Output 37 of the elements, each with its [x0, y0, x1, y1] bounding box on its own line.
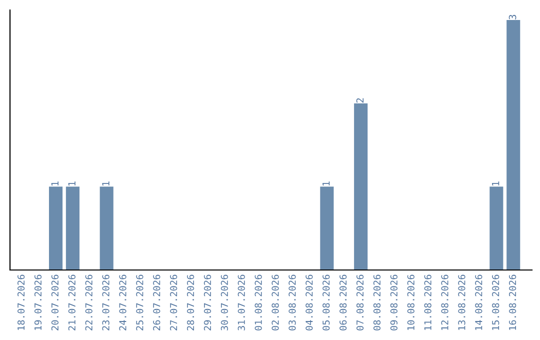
- x-tick-label: 12.08.2026: [441, 274, 448, 330]
- x-tick-label: 14.08.2026: [475, 274, 482, 330]
- x-tick-label: 26.07.2026: [153, 274, 160, 330]
- x-tick-label: 31.07.2026: [238, 274, 245, 330]
- x-tick-label: 21.07.2026: [68, 274, 76, 330]
- x-tick-label: 25.07.2026: [136, 274, 144, 330]
- x-tick-label: 10.08.2026: [407, 274, 414, 330]
- x-tick-label: 18.07.2026: [17, 274, 25, 330]
- x-tick-label: 19.07.2026: [34, 274, 42, 330]
- x-tick-label: 06.08.2026: [340, 274, 347, 330]
- x-tick-label: 13.08.2026: [458, 274, 466, 330]
- x-tick-label: 08.08.2026: [373, 274, 381, 330]
- x-tick-label: 16.08.2026: [508, 274, 516, 330]
- x-tick-label: 11.08.2026: [424, 274, 432, 330]
- x-tick-label: 30.07.2026: [220, 274, 228, 330]
- data-label: 2: [356, 98, 364, 103]
- data-label: 1: [102, 181, 110, 186]
- data-label: 1: [51, 181, 58, 186]
- data-label: 3: [508, 14, 516, 20]
- x-tick-label: 09.08.2026: [390, 274, 398, 330]
- x-tick-label: 05.08.2026: [322, 274, 330, 330]
- x-tick-label: 07.08.2026: [356, 274, 364, 330]
- x-tick-label: 15.08.2026: [492, 274, 500, 330]
- x-tick-label: 20.07.2026: [51, 274, 59, 330]
- x-tick-label: 01.08.2026: [254, 274, 262, 330]
- data-label: 1: [68, 181, 76, 186]
- data-label: 1: [322, 181, 330, 186]
- x-tick-label: 02.08.2026: [272, 274, 279, 330]
- data-label: 1: [492, 181, 500, 186]
- x-tick-label: 27.07.2026: [170, 274, 178, 330]
- x-tick-label: 28.07.2026: [186, 274, 194, 330]
- x-tick-label: 24.07.2026: [119, 274, 126, 330]
- x-tick-label: 29.07.2026: [204, 274, 212, 330]
- x-tick-label: 04.08.2026: [306, 274, 313, 330]
- x-tick-label: 23.07.2026: [102, 274, 110, 330]
- x-tick-label: 03.08.2026: [288, 274, 296, 330]
- x-tick-label: 22.07.2026: [85, 274, 92, 330]
